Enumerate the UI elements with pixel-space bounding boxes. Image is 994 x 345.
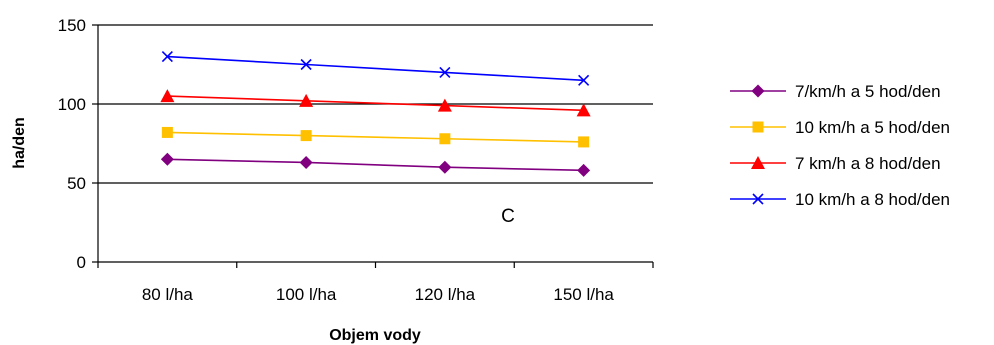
data-point xyxy=(300,130,312,142)
x-tick-label: 100 l/ha xyxy=(276,285,337,304)
x-axis-ticks: 80 l/ha 100 l/ha 120 l/ha 150 l/ha xyxy=(97,262,654,304)
chart-annotation: C xyxy=(501,206,515,227)
series-line xyxy=(167,95,584,112)
data-point xyxy=(577,163,591,177)
data-point xyxy=(437,98,452,112)
series-line xyxy=(167,55,584,82)
x-tick-label: 150 l/ha xyxy=(553,285,614,304)
y-tick-label: 150 xyxy=(58,16,86,35)
series-line xyxy=(167,131,584,143)
legend-label: 10 km/h a 5 hod/den xyxy=(795,118,950,137)
legend-marker xyxy=(752,193,764,205)
x-axis-title: Objem vody xyxy=(329,327,421,344)
series-1 xyxy=(160,152,591,177)
data-point xyxy=(299,93,314,107)
series-2 xyxy=(161,126,590,148)
data-point xyxy=(300,58,312,71)
legend-label: 10 km/h a 8 hod/den xyxy=(795,190,950,209)
y-tick-label: 100 xyxy=(58,95,86,114)
legend-label: 7 km/h a 8 hod/den xyxy=(795,154,941,173)
legend-marker xyxy=(751,156,765,169)
series-4 xyxy=(161,51,590,86)
legend: 7/km/h a 5 hod/den 10 km/h a 5 hod/den 7 k… xyxy=(730,82,950,209)
legend-item: 7/km/h a 5 hod/den xyxy=(730,82,941,101)
data-point xyxy=(160,152,174,166)
x-tick-label: 80 l/ha xyxy=(142,285,194,304)
legend-marker xyxy=(752,121,764,133)
x-tick-label: 120 l/ha xyxy=(415,285,476,304)
legend-marker xyxy=(751,84,765,98)
legend-item: 10 km/h a 8 hod/den xyxy=(730,190,950,209)
data-point xyxy=(438,160,452,174)
data-point xyxy=(439,66,451,78)
series-group xyxy=(160,51,591,177)
data-point xyxy=(161,126,173,138)
data-point xyxy=(578,136,590,148)
y-tick-label: 50 xyxy=(67,174,86,193)
data-point xyxy=(161,51,173,63)
legend-label: 7/km/h a 5 hod/den xyxy=(795,82,941,101)
legend-item: 10 km/h a 5 hod/den xyxy=(730,118,950,137)
y-axis-ticks: 0 50 100 150 xyxy=(58,16,98,272)
legend-item: 7 km/h a 8 hod/den xyxy=(730,154,941,173)
data-point xyxy=(578,74,590,86)
y-tick-label: 0 xyxy=(77,253,86,272)
series-line xyxy=(167,158,584,172)
y-axis-title: ha/den xyxy=(11,117,28,169)
data-point xyxy=(576,103,591,117)
data-point xyxy=(160,89,175,103)
data-point xyxy=(439,133,451,145)
series-3 xyxy=(160,89,591,117)
axes xyxy=(97,25,653,263)
data-point xyxy=(299,155,313,169)
